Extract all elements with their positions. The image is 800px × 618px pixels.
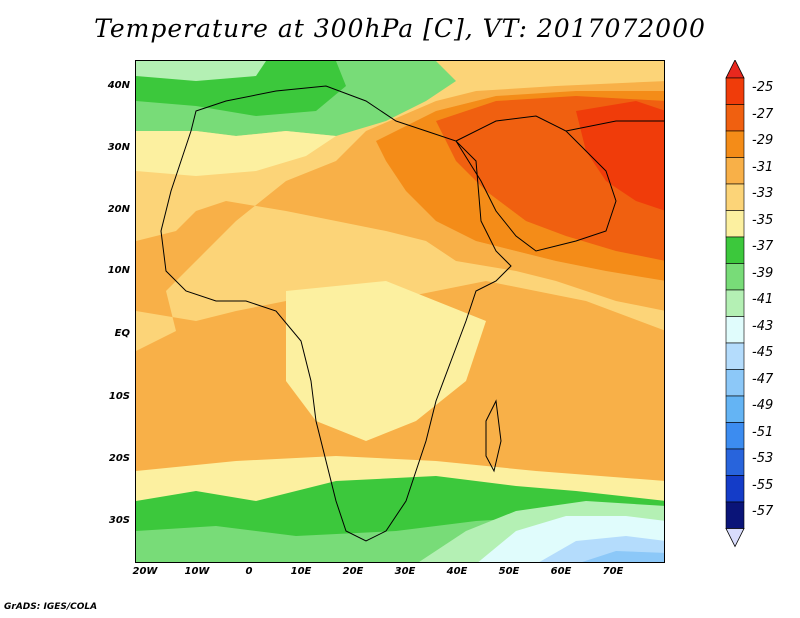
field-coldest-north <box>136 61 266 81</box>
legend-label: -43 <box>752 318 774 334</box>
legend-swatch <box>725 157 745 185</box>
arabia-coastline <box>455 115 617 252</box>
legend-swatch <box>725 289 745 317</box>
legend-label: -53 <box>752 451 774 466</box>
lon-tick-label: 70E <box>602 566 624 577</box>
lon-tick-label: 60E <box>550 566 572 577</box>
legend-swatch <box>725 395 745 423</box>
legend-top-arrow <box>725 60 745 79</box>
legend-label: -35 <box>752 212 774 228</box>
legend-swatch <box>725 77 745 105</box>
legend-label: -45 <box>752 345 774 360</box>
legend-swatch <box>725 130 745 158</box>
legend-label: -51 <box>752 424 774 440</box>
lon-tick-label: 20W <box>132 566 158 577</box>
legend-swatch <box>725 342 745 370</box>
lat-tick-label: 20S <box>108 453 130 464</box>
footer-credit: GrADS: IGES/COLA <box>4 602 98 612</box>
legend-label: -41 <box>752 292 774 307</box>
map-plot-area <box>135 60 665 563</box>
legend-label: -25 <box>752 80 774 95</box>
map-title: Temperature at 300hPa [C], VT: 201707200… <box>94 14 706 43</box>
lon-tick-label: 20E <box>342 566 364 577</box>
lat-tick-label: 10N <box>107 265 130 276</box>
field-coldest-blue <box>582 551 664 562</box>
lon-tick-label: 50E <box>498 566 520 577</box>
legend-label: -39 <box>752 265 774 281</box>
asia-coastline <box>565 120 664 132</box>
field-hottest-red <box>576 101 664 211</box>
lon-tick-label: 10E <box>290 566 312 577</box>
legend-label: -49 <box>752 398 774 413</box>
lat-tick-label: 10S <box>108 391 130 402</box>
africa-coastline <box>160 85 512 542</box>
legend-swatch <box>725 316 745 344</box>
legend-label: -55 <box>752 477 774 493</box>
legend-bottom-arrow <box>725 528 745 548</box>
legend-swatch <box>725 263 745 291</box>
legend-label: -31 <box>752 159 774 175</box>
legend-swatch <box>725 422 745 450</box>
legend-label: -37 <box>752 239 774 254</box>
lat-tick-label: 30S <box>108 515 130 526</box>
legend-label: -47 <box>752 371 774 387</box>
legend-swatch <box>725 475 745 503</box>
lon-tick-label: 0 <box>245 566 253 577</box>
legend-label: -57 <box>752 504 774 519</box>
temperature-map <box>136 61 664 562</box>
lat-tick-label: 40N <box>107 80 130 91</box>
legend-swatch <box>725 183 745 211</box>
legend-label: -27 <box>752 106 774 122</box>
color-legend <box>725 60 745 548</box>
legend-swatch <box>725 104 745 132</box>
legend-label: -29 <box>752 133 774 148</box>
legend-swatch <box>725 369 745 397</box>
lat-tick-label: 30N <box>107 142 130 153</box>
legend-swatch <box>725 236 745 264</box>
legend-swatch <box>725 501 745 529</box>
legend-swatch <box>725 210 745 238</box>
lon-tick-label: 30E <box>394 566 416 577</box>
lon-tick-label: 10W <box>184 566 210 577</box>
madagascar-outline <box>485 399 502 473</box>
lon-tick-label: 40E <box>446 566 468 577</box>
lat-tick-label: EQ <box>114 328 130 339</box>
legend-label: -33 <box>752 186 774 201</box>
legend-swatch <box>725 448 745 476</box>
field-pale-north <box>136 131 336 176</box>
lat-tick-label: 20N <box>107 204 130 215</box>
